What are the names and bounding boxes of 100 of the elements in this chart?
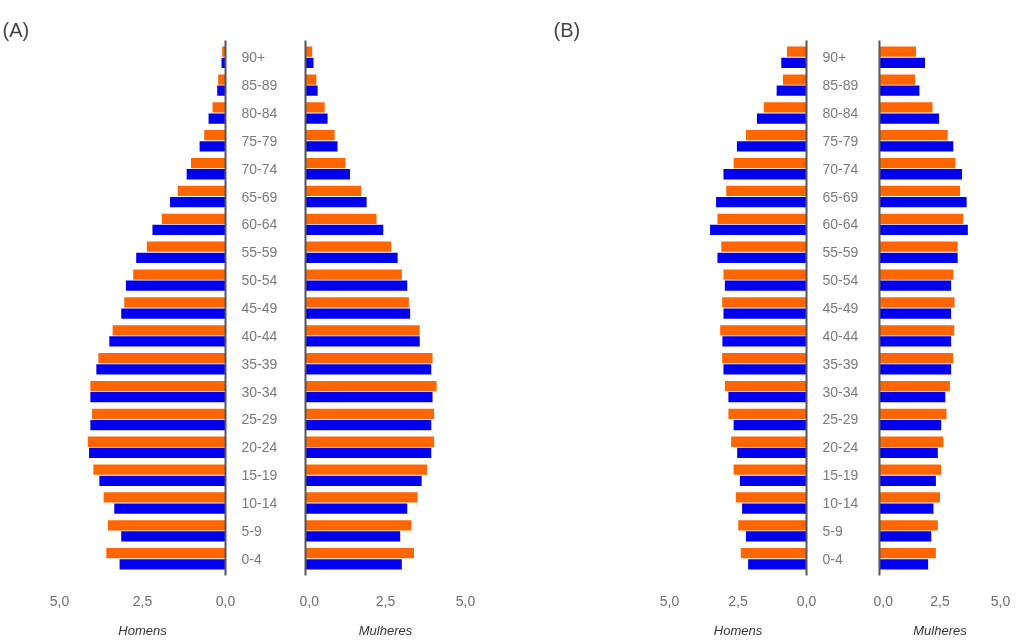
bar [879, 408, 947, 420]
y-tick-label: 45-49 [822, 300, 859, 316]
x-axis-title: Homens [118, 622, 168, 638]
bar [717, 252, 807, 263]
bar [87, 436, 226, 447]
bar [89, 447, 226, 459]
y-tick-label: 50-54 [822, 272, 859, 289]
bar [879, 325, 955, 336]
bar [109, 336, 226, 347]
y-tick-label: 85-89 [241, 77, 278, 94]
x-tick-label: 2,5 [132, 592, 153, 609]
bar [728, 392, 807, 403]
bar [103, 492, 226, 503]
y-tick-label: 65-69 [241, 188, 278, 205]
y-tick-label: 75-79 [241, 132, 278, 149]
bar [720, 325, 807, 336]
bar [186, 169, 226, 180]
bar [879, 297, 955, 308]
bar [305, 141, 338, 152]
y-tick-label: 80-84 [822, 104, 859, 121]
bar [735, 492, 807, 503]
y-tick-label: 30-34 [241, 383, 278, 400]
bar [305, 224, 384, 236]
bar [879, 102, 933, 113]
bar [722, 336, 807, 347]
bar [724, 280, 807, 291]
y-tick-label: 20-24 [241, 439, 278, 456]
bar [305, 252, 398, 263]
y-tick-label: 30-34 [822, 383, 859, 400]
x-axis-title: Homens [713, 622, 763, 638]
bar [879, 196, 967, 208]
bar [305, 196, 367, 208]
bar [879, 241, 958, 252]
bar [305, 559, 402, 570]
bar [756, 113, 807, 124]
bar [879, 308, 952, 319]
y-tick-label: 0-4 [822, 550, 843, 567]
bar [136, 252, 226, 263]
y-tick-label: 25-29 [241, 411, 278, 428]
y-tick-label: 20-24 [822, 439, 859, 456]
bar [726, 185, 807, 197]
bar [124, 297, 226, 308]
bar [710, 224, 807, 236]
bar [879, 113, 940, 124]
bar [724, 380, 807, 392]
bar [879, 169, 963, 180]
y-tick-label: 60-64 [241, 216, 278, 233]
bar [745, 531, 807, 542]
x-tick-label: 5,0 [659, 592, 680, 609]
y-tick-label: 90+ [822, 49, 847, 66]
bar [218, 74, 226, 85]
bar [879, 130, 948, 141]
x-tick-label: 5,0 [49, 592, 70, 609]
bar [208, 113, 226, 124]
bar [879, 46, 917, 57]
y-tick-label: 40-44 [241, 327, 278, 344]
bar [737, 447, 807, 459]
bar [305, 336, 420, 347]
y-tick-label: 35-39 [241, 355, 278, 372]
bar [305, 520, 412, 531]
bar [731, 436, 807, 447]
bar [305, 503, 408, 514]
bar [738, 520, 807, 531]
bar [146, 241, 226, 252]
bar [736, 141, 807, 152]
y-tick-label: 80-84 [241, 104, 278, 121]
bar [125, 280, 226, 291]
bar [721, 241, 807, 252]
bar [305, 269, 402, 280]
chart-title: (A) [2, 18, 30, 41]
y-tick-label: 55-59 [241, 244, 278, 261]
bar [177, 185, 226, 197]
bar [879, 57, 925, 68]
bar [107, 520, 226, 531]
bar [781, 57, 807, 68]
bar [879, 475, 936, 486]
bar [204, 130, 226, 141]
bar [723, 169, 807, 180]
bar [305, 492, 418, 503]
y-tick-label: 5-9 [822, 522, 843, 539]
bar [305, 364, 432, 375]
bar [305, 436, 435, 447]
bar [879, 74, 916, 85]
bar [170, 196, 226, 208]
bar [733, 157, 807, 169]
bar [776, 85, 807, 96]
bar [305, 113, 328, 124]
bar [305, 130, 335, 141]
bar [879, 85, 920, 96]
bar [733, 419, 807, 431]
bar [92, 408, 226, 420]
x-tick-label: 0,0 [215, 592, 236, 609]
bar [305, 308, 411, 319]
x-tick-label: 2,5 [930, 592, 950, 609]
y-tick-label: 60-64 [822, 216, 859, 233]
bar [879, 503, 934, 514]
y-tick-label: 90+ [241, 49, 266, 66]
y-tick-label: 25-29 [822, 411, 859, 428]
bar [305, 213, 377, 224]
bar [740, 548, 807, 559]
